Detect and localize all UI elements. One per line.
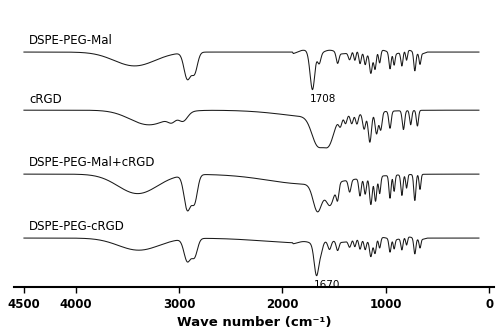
Text: cRGD: cRGD <box>29 92 62 106</box>
Text: DSPE-PEG-Mal: DSPE-PEG-Mal <box>29 35 113 48</box>
Text: DSPE-PEG-Mal+cRGD: DSPE-PEG-Mal+cRGD <box>29 156 156 170</box>
Text: 1708: 1708 <box>310 94 336 104</box>
Text: 1670: 1670 <box>314 280 340 290</box>
X-axis label: Wave number (cm⁻¹): Wave number (cm⁻¹) <box>177 317 332 329</box>
Text: DSPE-PEG-cRGD: DSPE-PEG-cRGD <box>29 220 125 233</box>
